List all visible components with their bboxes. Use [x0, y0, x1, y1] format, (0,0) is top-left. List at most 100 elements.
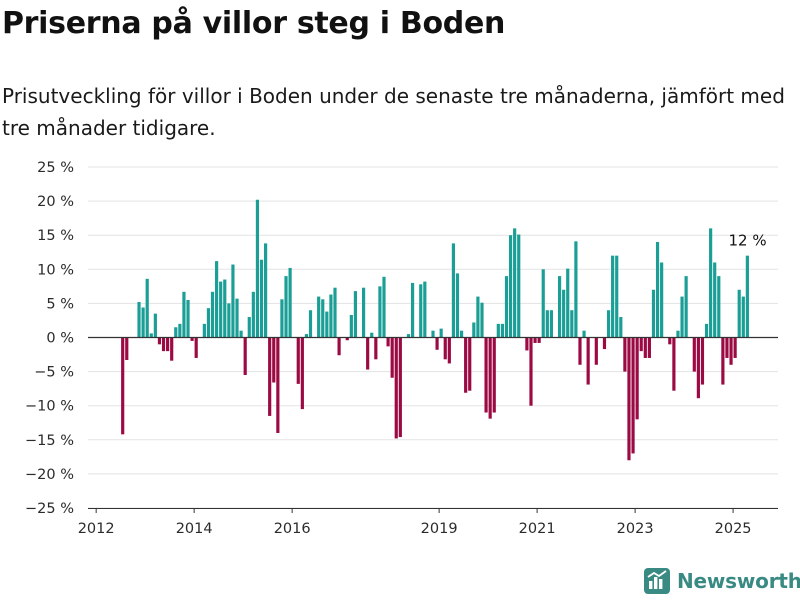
- bar: [578, 337, 582, 365]
- bar: [488, 337, 492, 419]
- bar: [741, 296, 745, 338]
- bar: [125, 337, 129, 361]
- bar: [692, 337, 696, 372]
- bar: [594, 337, 598, 365]
- bar: [378, 286, 382, 338]
- bar: [627, 337, 631, 461]
- bar: [533, 337, 537, 343]
- bar: [464, 337, 468, 393]
- bar: [186, 299, 190, 338]
- bar: [419, 284, 423, 338]
- bar: [562, 289, 566, 338]
- bar: [280, 299, 284, 338]
- bar: [549, 310, 553, 338]
- x-tick-label: 2025: [715, 521, 752, 537]
- bar: [582, 330, 586, 338]
- bar: [647, 337, 651, 358]
- bar: [202, 323, 206, 338]
- bar: [492, 337, 496, 413]
- x-tick-label: 2016: [274, 521, 311, 537]
- bar: [166, 337, 170, 352]
- bar: [513, 228, 517, 338]
- bar: [574, 241, 578, 338]
- brand-name: Newsworthy: [677, 569, 800, 593]
- bar: [325, 311, 329, 338]
- bar: [215, 261, 219, 338]
- bar: [517, 234, 521, 338]
- bar: [349, 314, 353, 338]
- bar: [390, 337, 394, 378]
- bar: [300, 337, 304, 410]
- bar: [635, 337, 639, 420]
- bar: [566, 268, 570, 338]
- bar: [264, 243, 268, 338]
- bar: [227, 303, 231, 338]
- bar: [541, 269, 545, 338]
- page-subtitle: Prisutveckling för villor i Boden under …: [2, 84, 785, 140]
- bar: [121, 337, 125, 435]
- bar: [676, 330, 680, 338]
- bar: [219, 281, 223, 338]
- bar: [496, 323, 500, 338]
- bar: [737, 289, 741, 338]
- bar: [435, 337, 439, 350]
- bar: [606, 310, 611, 338]
- bar: [321, 299, 325, 338]
- tick-labels: 25 % 20 % 15 % 10 % 5 % 0 % −5 % −10 % −15 % −20 …: [25, 160, 767, 537]
- y-tick-label: 20 %: [37, 194, 74, 210]
- bar: [443, 337, 447, 360]
- bar: [259, 259, 264, 338]
- bar: [182, 291, 186, 338]
- x-tick-label: 2023: [617, 521, 654, 537]
- newsworthy-logo-icon: [644, 568, 670, 594]
- bar: [713, 262, 717, 338]
- bar: [480, 302, 484, 338]
- bar: [170, 337, 174, 361]
- bar: [672, 337, 676, 391]
- bar: [398, 337, 402, 438]
- bar: [439, 328, 443, 338]
- bar: [235, 298, 239, 338]
- x-tick-label: 2012: [78, 521, 115, 537]
- bar: [210, 291, 215, 338]
- bar: [459, 330, 464, 338]
- bar: [145, 278, 149, 338]
- bar: [255, 199, 260, 338]
- brand-logo: Newsworthy: [644, 568, 800, 594]
- bar: [353, 291, 358, 338]
- bar: [619, 317, 623, 338]
- bar: [317, 296, 321, 338]
- bar: [611, 255, 615, 338]
- bar: [251, 291, 255, 338]
- y-tick-label: −15 %: [25, 433, 74, 449]
- bar: [570, 310, 574, 338]
- bar: [288, 267, 292, 338]
- bar: [508, 235, 513, 338]
- y-tick-label: 10 %: [37, 262, 74, 278]
- bar: [680, 296, 684, 338]
- bar: [406, 334, 411, 338]
- bar: [194, 337, 198, 358]
- bar: [276, 337, 280, 433]
- bar: [174, 327, 178, 338]
- bar: [668, 337, 672, 345]
- bar: [247, 317, 251, 338]
- bar: [500, 323, 504, 338]
- bar: [631, 337, 635, 454]
- x-tick-label: 2014: [176, 521, 213, 537]
- bar: [304, 334, 309, 338]
- bar: [484, 337, 488, 413]
- bar: [157, 337, 162, 345]
- bar: [468, 337, 472, 391]
- bar: [141, 307, 145, 338]
- y-tick-label: 5 %: [46, 296, 74, 312]
- y-tick-label: −25 %: [25, 501, 74, 517]
- axes: [88, 336, 778, 513]
- y-tick-label: −10 %: [25, 399, 74, 415]
- bar: [410, 282, 415, 338]
- bar: [504, 276, 509, 338]
- bar: [374, 337, 378, 360]
- bar: [423, 281, 427, 338]
- bar: [284, 276, 288, 338]
